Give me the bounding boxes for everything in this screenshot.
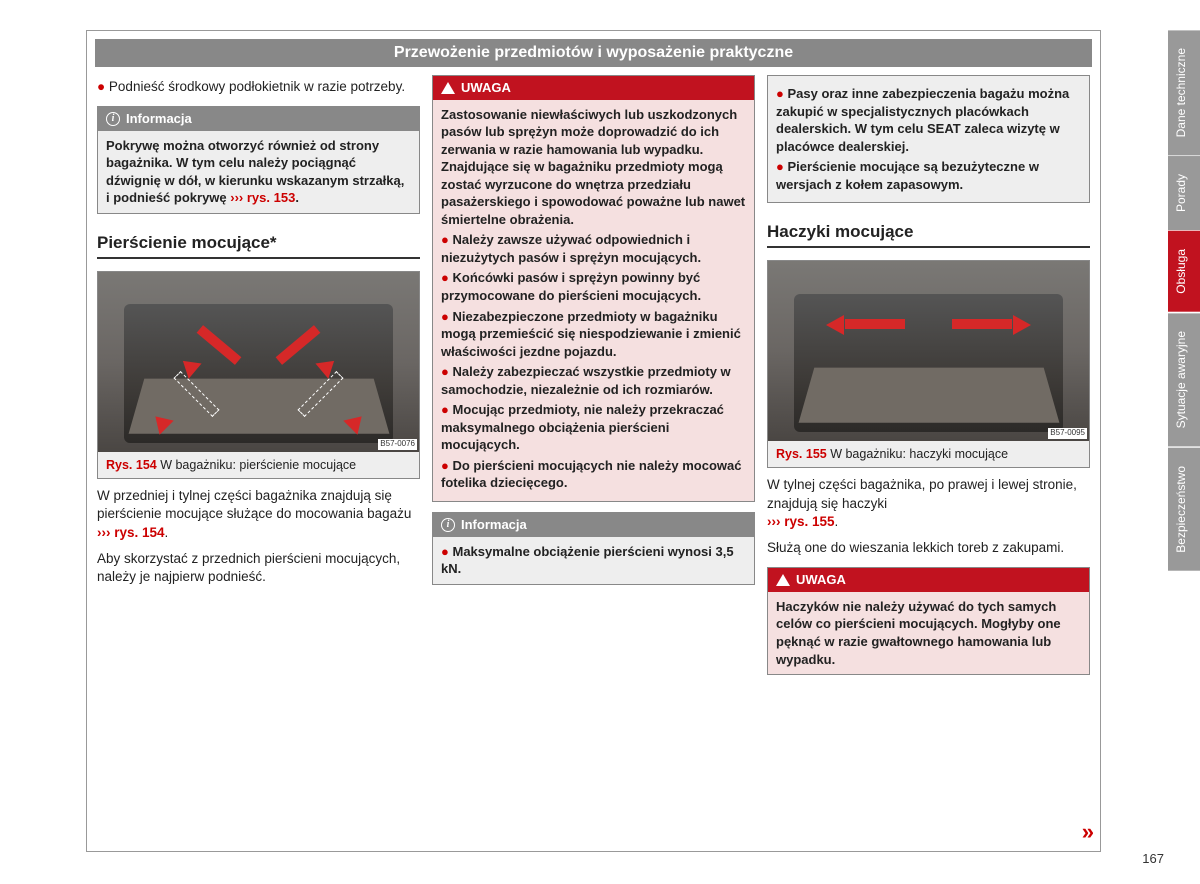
fig-155-label: Rys. 155: [776, 447, 827, 461]
figure-154-image: B57-0076: [98, 272, 419, 452]
c3-para1-suffix: .: [835, 514, 839, 529]
fig-154-caption-text: W bagażniku: pierścienie mocujące: [157, 458, 356, 472]
c3-para1-prefix: W tylnej części bagażnika, po prawej i l…: [767, 477, 1077, 510]
tab-sytuacje-awaryjne[interactable]: Sytuacje awaryjne: [1168, 313, 1200, 446]
tab-porady[interactable]: Porady: [1168, 156, 1200, 230]
bullet-dot-icon: ●: [441, 458, 449, 473]
info-icon: i: [441, 518, 455, 532]
continuation-mark: »: [1082, 819, 1094, 845]
ref-rys-153[interactable]: rys. 153: [243, 190, 295, 205]
tab-bezpieczenstwo[interactable]: Bezpieczeństwo: [1168, 448, 1200, 571]
warn-b4: Należy zabezpieczać wszystkie przedmioty…: [441, 364, 731, 397]
warn-b2: Końcówki pasów i sprężyn powinny być prz…: [441, 270, 701, 303]
info-body-2: ● Maksymalne obciążenie pierścieni wynos…: [433, 537, 754, 584]
figure-155-caption: Rys. 155 W bagażniku: haczyki mocujące: [768, 441, 1089, 467]
section-pierscienie: Pierścienie mocujące*: [97, 232, 420, 259]
info-header-2: i Informacja: [433, 513, 754, 537]
warning-header-main: UWAGA: [433, 76, 754, 100]
fig-154-label: Rys. 154: [106, 458, 157, 472]
info1-suffix: .: [295, 190, 299, 205]
column-2: UWAGA Zastosowanie niewłaściwych lub usz…: [432, 75, 755, 685]
tab-obsluga[interactable]: Obsługa: [1168, 231, 1200, 312]
warn-intro: Zastosowanie niewłaściwych lub uszkodzon…: [441, 106, 746, 229]
warning-header-hooks: UWAGA: [768, 568, 1089, 592]
page-frame: Przewożenie przedmiotów i wyposażenie pr…: [86, 30, 1101, 852]
warning-box-main: UWAGA Zastosowanie niewłaściwych lub usz…: [432, 75, 755, 502]
info-icon: i: [106, 112, 120, 126]
bullet-dot-icon: ●: [441, 364, 449, 379]
tab-dane-techniczne[interactable]: Dane techniczne: [1168, 30, 1200, 155]
arrow-icon: [845, 319, 905, 329]
ref-arrows-155: ›››: [767, 514, 781, 529]
warning-label-hooks: UWAGA: [796, 571, 846, 589]
warn-b3: Niezabezpieczone przedmioty w bagażniku …: [441, 309, 741, 359]
figure-155-image: B57-0095: [768, 261, 1089, 441]
content-columns: ● Podnieść środkowy podłokietnik w razie…: [87, 67, 1100, 693]
warning-label-main: UWAGA: [461, 79, 511, 97]
para-front-rear-rings: W przedniej i tylnej części bagażnika zn…: [97, 487, 420, 542]
warn-b5: Mocując przedmioty, nie należy przekracz…: [441, 402, 724, 452]
section-haczyki: Haczyki mocujące: [767, 221, 1090, 248]
bullet-lift-armrest: ● Podnieść środkowy podłokietnik w razie…: [97, 78, 420, 96]
info-header-1: i Informacja: [98, 107, 419, 131]
fig-155-caption-text: W bagażniku: haczyki mocujące: [827, 447, 1008, 461]
page-number: 167: [1142, 851, 1164, 866]
ref-rys-154[interactable]: rys. 154: [111, 525, 165, 540]
para-hooks-location: W tylnej części bagażnika, po prawej i l…: [767, 476, 1090, 531]
bullet-dot-icon: ●: [97, 79, 105, 94]
bullet-dot-icon: ●: [441, 402, 449, 417]
ref-rys-155[interactable]: rys. 155: [781, 514, 835, 529]
figure-155-code: B57-0095: [1048, 428, 1087, 439]
bullet-dot-icon: ●: [441, 544, 449, 559]
figure-155: B57-0095 Rys. 155 W bagażniku: haczyki m…: [767, 260, 1090, 468]
side-tabs: Dane techniczne Porady Obsługa Sytuacje …: [1168, 30, 1200, 571]
warning-box-hooks: UWAGA Haczyków nie należy używać do tych…: [767, 567, 1090, 675]
page-title-bar: Przewożenie przedmiotów i wyposażenie pr…: [95, 39, 1092, 67]
bullet-dot-icon: ●: [441, 270, 449, 285]
para1-prefix: W przedniej i tylnej części bagażnika zn…: [97, 488, 411, 521]
para-use-front-rings: Aby skorzystać z przednich pierścieni mo…: [97, 550, 420, 586]
info-box-3: ● Pasy oraz inne zabezpieczenia bagażu m…: [767, 75, 1090, 203]
warn-b1: Należy zawsze używać odpowiednich i niez…: [441, 232, 701, 265]
info3-b2: Pierścienie mocujące są bezużyteczne w w…: [776, 159, 1039, 192]
arrow-icon: [952, 319, 1012, 329]
info-box-2: i Informacja ● Maksymalne obciążenie pie…: [432, 512, 755, 585]
ref-arrows-154: ›››: [97, 525, 111, 540]
text-lift-armrest: Podnieść środkowy podłokietnik w razie p…: [109, 79, 405, 94]
info-label-2: Informacja: [461, 516, 527, 534]
column-3: ● Pasy oraz inne zabezpieczenia bagażu m…: [767, 75, 1090, 685]
figure-154-code: B57-0076: [378, 439, 417, 450]
column-1: ● Podnieść środkowy podłokietnik w razie…: [97, 75, 420, 685]
figure-154: B57-0076 Rys. 154 W bagażniku: pierścien…: [97, 271, 420, 479]
bullet-dot-icon: ●: [776, 159, 784, 174]
figure-154-caption: Rys. 154 W bagażniku: pierścienie mocują…: [98, 452, 419, 478]
warning-body-main: Zastosowanie niewłaściwych lub uszkodzon…: [433, 100, 754, 501]
warn-b6: Do pierścieni mocujących nie należy moco…: [441, 458, 741, 491]
bullet-dot-icon: ●: [441, 232, 449, 247]
bullet-dot-icon: ●: [441, 309, 449, 324]
arrowhead-icon: [826, 315, 844, 335]
warning-triangle-icon: [776, 574, 790, 586]
warning-triangle-icon: [441, 82, 455, 94]
warning-body-hooks: Haczyków nie należy używać do tych samyc…: [768, 592, 1089, 674]
arrowhead-icon: [1013, 315, 1031, 335]
info-body-3: ● Pasy oraz inne zabezpieczenia bagażu m…: [768, 76, 1089, 202]
info-box-1: i Informacja Pokrywę można otworzyć równ…: [97, 106, 420, 214]
info3-b1: Pasy oraz inne zabezpieczenia bagażu moż…: [776, 86, 1069, 154]
para1-suffix: .: [165, 525, 169, 540]
info-label-1: Informacja: [126, 110, 192, 128]
bullet-dot-icon: ●: [776, 86, 784, 101]
info2-text: Maksymalne obciążenie pierścieni wynosi …: [441, 544, 734, 577]
info-body-1: Pokrywę można otworzyć również od strony…: [98, 131, 419, 213]
para-hooks-purpose: Służą one do wieszania lekkich toreb z z…: [767, 539, 1090, 557]
ref-arrows-153: ›››: [230, 190, 243, 205]
